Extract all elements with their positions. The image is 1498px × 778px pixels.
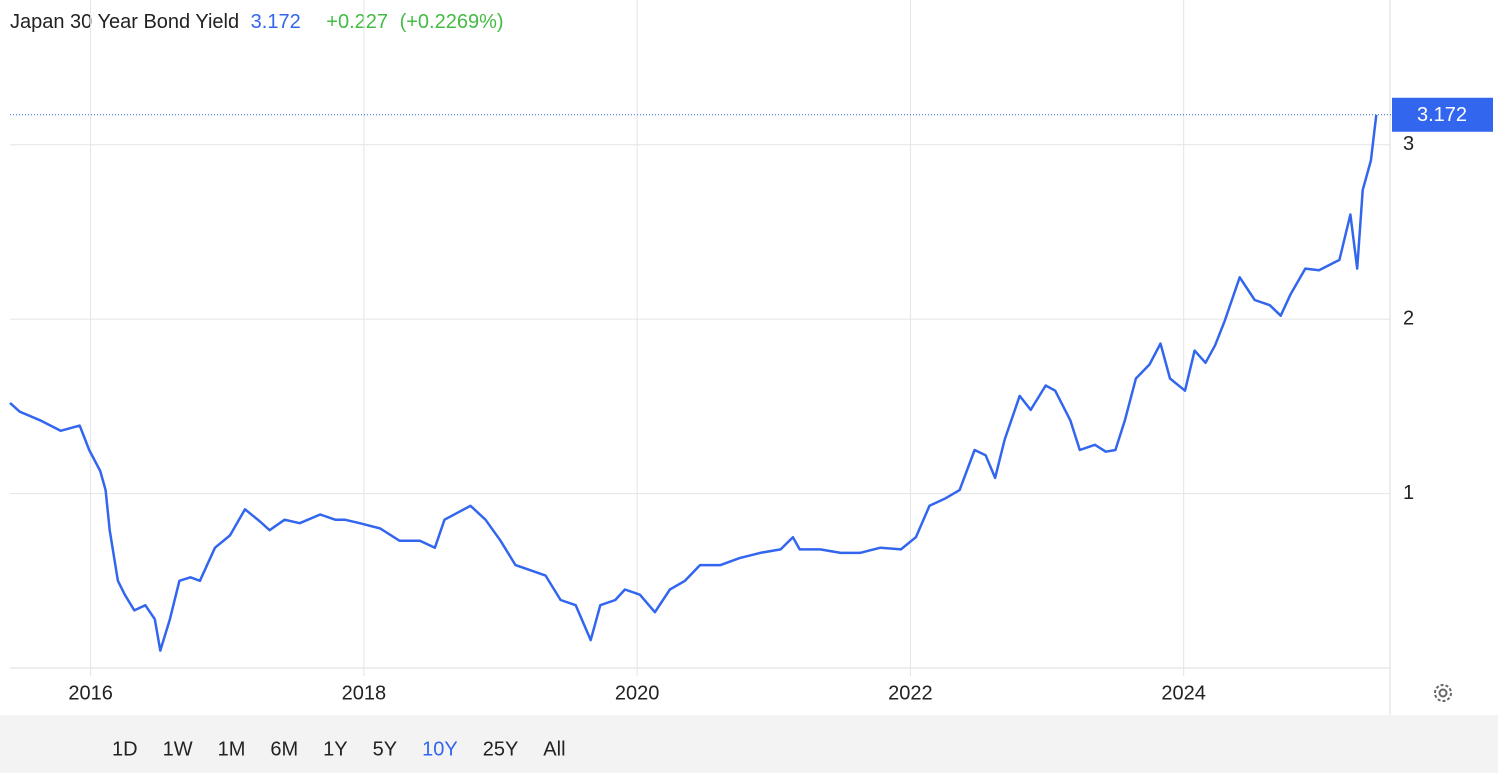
chart-title: Japan 30 Year Bond Yield bbox=[10, 11, 239, 33]
range-button[interactable]: 25Y bbox=[483, 738, 519, 760]
change: +0.227 bbox=[326, 11, 388, 33]
x-tick-label: 2016 bbox=[68, 682, 113, 704]
footer-bar bbox=[0, 715, 1498, 773]
last-value-label: 3.172 bbox=[1417, 104, 1467, 126]
x-tick-label: 2022 bbox=[888, 682, 933, 704]
y-tick-label: 3 bbox=[1403, 133, 1414, 155]
price: 3.172 bbox=[251, 11, 301, 33]
range-button[interactable]: 10Y bbox=[422, 738, 458, 760]
grid bbox=[10, 0, 1391, 715]
line bbox=[9, 114, 1378, 652]
x-tick-label: 2024 bbox=[1161, 682, 1206, 704]
range-button[interactable]: 6M bbox=[270, 738, 298, 760]
range-button[interactable]: 1D bbox=[112, 738, 138, 760]
range-button[interactable]: 5Y bbox=[373, 738, 397, 760]
range-button[interactable]: 1W bbox=[163, 738, 193, 760]
y-tick-label: 1 bbox=[1403, 482, 1414, 504]
x-tick-label: 2018 bbox=[342, 682, 387, 704]
range-button[interactable]: 1Y bbox=[323, 738, 347, 760]
settings-icon[interactable] bbox=[1434, 684, 1452, 702]
range-button[interactable]: 1M bbox=[218, 738, 246, 760]
x-tick-label: 2020 bbox=[615, 682, 660, 704]
header: Japan 30 Year Bond Yield 3.172 +0.227 (+… bbox=[10, 11, 504, 33]
range-button[interactable]: All bbox=[543, 738, 565, 760]
y-tick-label: 2 bbox=[1403, 307, 1414, 329]
change-pct: (+0.2269%) bbox=[400, 11, 504, 33]
last-value-box bbox=[1392, 97, 1493, 132]
